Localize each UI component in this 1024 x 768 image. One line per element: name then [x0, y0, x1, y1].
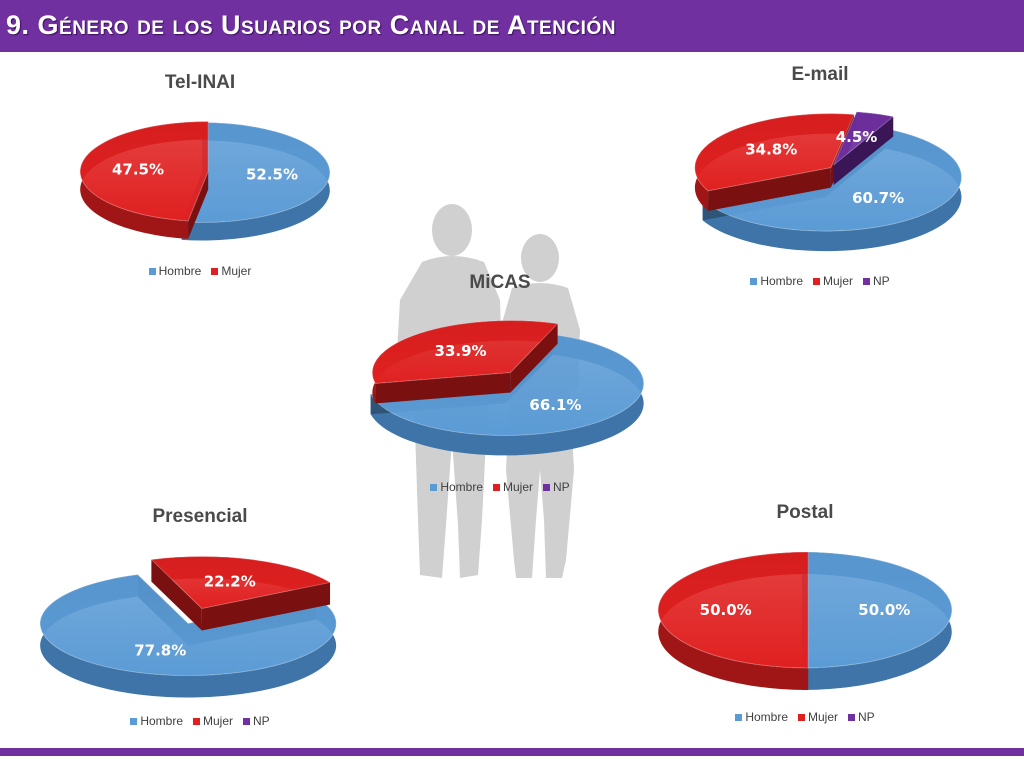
legend-item-np: NP: [863, 274, 890, 288]
data-label: 50.0%: [858, 601, 910, 619]
legend-swatch: [543, 483, 551, 491]
legend-item-np: NP: [848, 710, 875, 724]
pie-slice-mujer: [371, 320, 559, 404]
legend-label: Mujer: [221, 264, 252, 278]
legend-label: Hombre: [158, 264, 202, 278]
data-label: 50.0%: [700, 601, 752, 619]
data-label: 22.2%: [204, 573, 256, 591]
legend-label: NP: [253, 714, 270, 728]
pie-chart: 50.0% 50.0%: [657, 551, 953, 690]
legend-item-mujer: Mujer: [493, 480, 533, 494]
pie-chart: 77.8% 22.2%: [39, 555, 337, 698]
pie-slice-mujer: [79, 120, 209, 239]
legend-swatch: [211, 267, 219, 275]
chart-email: E-mail 60.7% 34.8% 4.5% Hombre Mujer NP: [650, 60, 1010, 296]
pie-chart: 52.5% 47.5%: [79, 120, 331, 241]
data-label: 4.5%: [836, 128, 878, 146]
legend-swatch: [493, 483, 500, 491]
data-label: 33.9%: [435, 342, 487, 360]
data-label: 60.7%: [852, 189, 904, 207]
legend-item-hombre: Hombre: [130, 714, 183, 728]
legend-swatch: [148, 267, 156, 275]
legend-label: Hombre: [140, 714, 183, 728]
data-label: 52.5%: [246, 166, 298, 184]
legend-label: Mujer: [808, 710, 839, 724]
legend-item-hombre: Hombre: [735, 710, 788, 724]
legend-swatch: [735, 713, 743, 721]
legend-swatch: [430, 483, 438, 491]
legend: Hombre Mujer NP: [650, 274, 990, 288]
legend-item-mujer: Mujer: [798, 710, 838, 724]
legend-label: NP: [873, 274, 890, 288]
chart-micas: MiCAS 66.1% 33.9% Hombre Mujer NP: [330, 268, 690, 500]
legend-swatch: [798, 713, 805, 721]
legend: Hombre Mujer NP: [30, 714, 370, 728]
legend-item-hombre: Hombre: [430, 480, 483, 494]
legend-label: Mujer: [203, 714, 234, 728]
header-bar: 9. Género de los Usuarios por Canal de A…: [0, 0, 1024, 52]
legend-item-np: NP: [543, 480, 570, 494]
legend-item-mujer: Mujer: [813, 274, 853, 288]
legend-label: Mujer: [823, 274, 854, 288]
chart-title: E-mail: [791, 64, 849, 85]
data-label: 47.5%: [112, 160, 164, 178]
legend-label: Mujer: [503, 480, 534, 494]
chart-postal: Postal 50.0% 50.0% Hombre Mujer NP: [640, 498, 1000, 734]
pie-slice-mujer: [657, 551, 809, 690]
legend-item-np: NP: [243, 714, 270, 728]
chart-title: MiCAS: [469, 272, 531, 293]
pie-slice-np: [833, 111, 895, 186]
legend-swatch: [813, 277, 820, 285]
chart-title: Presencial: [152, 506, 248, 527]
legend: Hombre Mujer NP: [640, 710, 970, 724]
pie-chart: 66.1% 33.9%: [369, 320, 645, 456]
legend-label: NP: [553, 480, 570, 494]
legend-swatch: [243, 717, 251, 725]
legend-label: Hombre: [440, 480, 483, 494]
legend: Hombre Mujer NP: [330, 480, 670, 494]
legend-swatch: [130, 717, 138, 725]
legend-label: Hombre: [745, 710, 788, 724]
legend-swatch: [863, 277, 871, 285]
legend-swatch: [193, 717, 200, 725]
data-label: 66.1%: [529, 396, 581, 414]
chart-title: Postal: [776, 502, 834, 523]
data-label: 34.8%: [745, 141, 797, 159]
legend-swatch: [750, 277, 758, 285]
chart-title: Tel-INAI: [164, 72, 236, 93]
pie-slice-mujer: [150, 555, 332, 631]
legend-item-hombre: Hombre: [148, 264, 202, 278]
data-label: 77.8%: [134, 641, 186, 659]
legend: Hombre Mujer: [40, 264, 360, 278]
pie-slice-hombre: [801, 551, 953, 690]
pie-chart: 60.7% 34.8% 4.5%: [694, 111, 962, 252]
legend-label: NP: [858, 710, 875, 724]
legend-item-mujer: Mujer: [193, 714, 233, 728]
legend-item-mujer: Mujer: [211, 264, 251, 278]
chart-presencial: Presencial 77.8% 22.2% Hombre Mujer NP: [30, 502, 390, 734]
page-title: 9. Género de los Usuarios por Canal de A…: [6, 10, 616, 40]
legend-swatch: [848, 713, 856, 721]
legend-item-hombre: Hombre: [750, 274, 803, 288]
chart-tel-inai: Tel-INAI 52.5% 47.5% Hombre Mujer: [40, 66, 370, 288]
legend-label: Hombre: [760, 274, 803, 288]
footer-bar: [0, 748, 1024, 756]
